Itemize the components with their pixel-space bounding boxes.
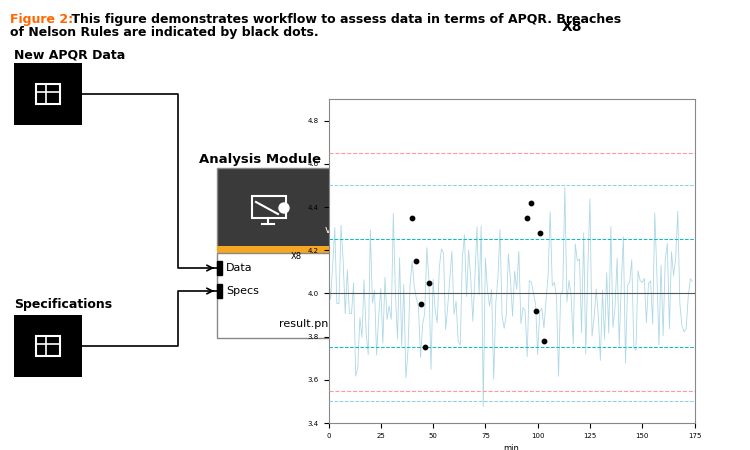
Bar <box>252 196 286 218</box>
Text: of Nelson Rules are indicated by black dots.: of Nelson Rules are indicated by black d… <box>10 26 319 39</box>
FancyBboxPatch shape <box>217 168 345 250</box>
Bar <box>340 318 345 330</box>
Point <box>530 307 542 314</box>
Y-axis label: X8: X8 <box>291 252 302 261</box>
Point <box>525 199 537 206</box>
Point <box>419 344 430 351</box>
FancyBboxPatch shape <box>217 246 345 253</box>
Text: Figure 2:: Figure 2: <box>10 13 74 26</box>
Text: Analysis Module: Analysis Module <box>199 153 321 166</box>
Bar <box>217 284 222 298</box>
Text: New APQR Data: New APQR Data <box>14 48 125 61</box>
Text: X8: X8 <box>562 20 582 34</box>
Circle shape <box>279 203 289 213</box>
FancyBboxPatch shape <box>14 63 82 125</box>
Point <box>415 301 427 308</box>
FancyBboxPatch shape <box>14 315 82 377</box>
Point <box>538 338 550 345</box>
Point <box>423 279 435 286</box>
Text: This figure demonstrates workflow to assess data in terms of APQR. Breaches: This figure demonstrates workflow to ass… <box>67 13 621 26</box>
Text: Specs: Specs <box>226 286 259 296</box>
Text: Specifications: Specifications <box>14 298 112 311</box>
Text: v.1: v.1 <box>325 225 340 235</box>
Text: Data: Data <box>226 263 253 273</box>
Point <box>406 214 418 221</box>
Bar <box>36 84 60 104</box>
Bar <box>217 261 222 275</box>
Point <box>521 214 533 221</box>
Bar <box>36 336 60 356</box>
Point <box>410 257 422 265</box>
Point <box>534 230 546 237</box>
Text: result.png: result.png <box>280 319 336 329</box>
X-axis label: min: min <box>503 444 520 450</box>
Text: ×: × <box>335 168 346 182</box>
FancyBboxPatch shape <box>217 253 345 338</box>
